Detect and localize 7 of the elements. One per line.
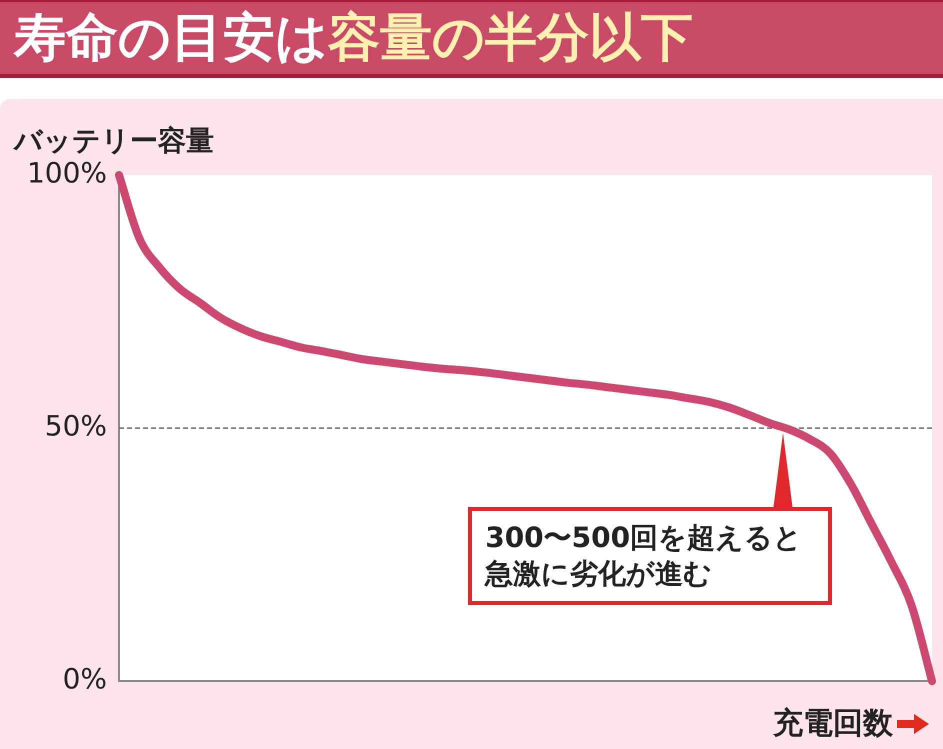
chart-title: 寿命の目安は容量の半分以下	[14, 8, 693, 68]
y-axis-title: バッテリー容量	[14, 124, 214, 158]
x-axis-title: 充電回数	[773, 706, 893, 742]
y-tick-label: 50%	[44, 409, 107, 442]
annotation: 300〜500回を超えると急激に劣化が進む	[485, 520, 804, 592]
y-tick-label: 100%	[26, 156, 107, 190]
y-tick-label: 0%	[62, 662, 107, 696]
